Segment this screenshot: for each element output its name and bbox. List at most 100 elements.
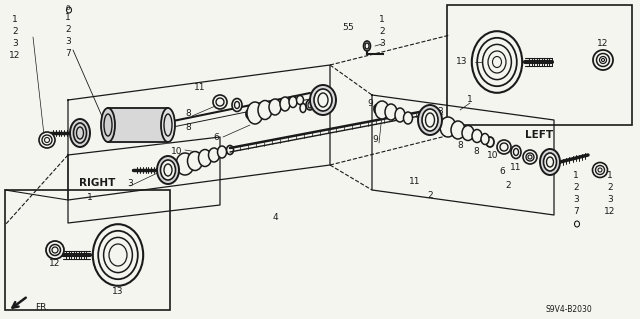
Ellipse shape [39,132,55,148]
Text: 10: 10 [172,147,183,157]
Ellipse shape [375,101,389,119]
Text: 1: 1 [467,95,473,105]
Ellipse shape [101,108,115,142]
Ellipse shape [310,85,336,115]
Ellipse shape [213,95,227,109]
Text: 11: 11 [195,83,205,92]
Text: 2: 2 [379,27,385,36]
Text: 5: 5 [342,24,348,33]
Ellipse shape [218,146,227,158]
Ellipse shape [385,104,397,120]
Ellipse shape [161,108,175,142]
Text: 5: 5 [347,23,353,32]
Ellipse shape [543,153,557,171]
Text: 8: 8 [473,147,479,157]
Text: 12: 12 [49,259,61,269]
Ellipse shape [472,130,482,143]
Ellipse shape [161,160,175,180]
Text: 1: 1 [379,16,385,25]
Text: S9V4-B2030: S9V4-B2030 [545,306,592,315]
Ellipse shape [104,237,132,273]
Ellipse shape [523,150,537,164]
Text: 8: 8 [457,140,463,150]
Text: 11: 11 [409,177,420,187]
Bar [447,5,632,125]
Text: 4: 4 [272,213,278,222]
Ellipse shape [451,121,465,139]
Ellipse shape [306,100,314,110]
Text: 1: 1 [87,194,93,203]
Ellipse shape [70,119,90,147]
Ellipse shape [488,51,506,73]
Polygon shape [108,108,168,142]
Text: 1: 1 [607,170,613,180]
Ellipse shape [593,50,613,70]
Text: 3: 3 [127,179,133,188]
Ellipse shape [246,109,254,119]
Ellipse shape [258,100,272,120]
Text: 1: 1 [65,13,71,23]
Text: 3: 3 [607,195,613,204]
Ellipse shape [46,241,64,259]
Text: 3: 3 [573,195,579,204]
Ellipse shape [314,89,332,111]
Text: 11: 11 [510,164,522,173]
Ellipse shape [440,117,456,137]
Text: 0: 0 [66,5,70,11]
Ellipse shape [198,150,211,167]
Ellipse shape [364,41,371,51]
Ellipse shape [209,148,220,162]
Ellipse shape [98,231,138,279]
Ellipse shape [540,149,560,175]
Ellipse shape [593,162,607,177]
Text: 2: 2 [607,182,613,191]
Text: 12: 12 [597,40,609,48]
Ellipse shape [403,112,413,124]
Ellipse shape [157,156,179,184]
Ellipse shape [280,97,290,111]
Ellipse shape [472,31,522,93]
Text: 12: 12 [604,206,616,216]
Text: 8: 8 [185,108,191,117]
Text: 2: 2 [427,190,433,199]
Ellipse shape [269,99,281,115]
Ellipse shape [477,38,517,86]
Text: 3: 3 [379,40,385,48]
Text: 8: 8 [185,122,191,131]
Ellipse shape [296,95,303,105]
Text: 1: 1 [573,170,579,180]
Text: 13: 13 [112,286,124,295]
Text: 1: 1 [12,16,18,25]
Ellipse shape [300,103,306,113]
Text: 7: 7 [65,49,71,58]
Ellipse shape [462,125,474,140]
Text: RIGHT: RIGHT [79,178,115,188]
Ellipse shape [511,145,521,159]
Ellipse shape [289,97,297,108]
Text: 2: 2 [65,26,71,34]
Ellipse shape [422,109,438,131]
Ellipse shape [418,105,442,135]
Text: 3: 3 [65,38,71,47]
Ellipse shape [188,152,202,170]
Text: 13: 13 [456,57,468,66]
Text: 2: 2 [505,181,511,189]
Text: 6: 6 [213,132,219,142]
Text: FR.: FR. [35,302,49,311]
Ellipse shape [93,224,143,286]
Text: 3: 3 [12,40,18,48]
Ellipse shape [497,140,511,154]
Ellipse shape [395,108,405,122]
Text: 9: 9 [372,136,378,145]
Text: 10: 10 [487,151,499,160]
Ellipse shape [483,44,511,80]
Text: 2: 2 [12,27,18,36]
Text: LEFT: LEFT [525,130,553,140]
Text: 7: 7 [573,206,579,216]
Bar [5,190,170,310]
Text: 2: 2 [573,182,579,191]
Ellipse shape [232,99,242,112]
Ellipse shape [247,102,263,124]
Text: 3: 3 [437,107,443,115]
Ellipse shape [481,133,489,145]
